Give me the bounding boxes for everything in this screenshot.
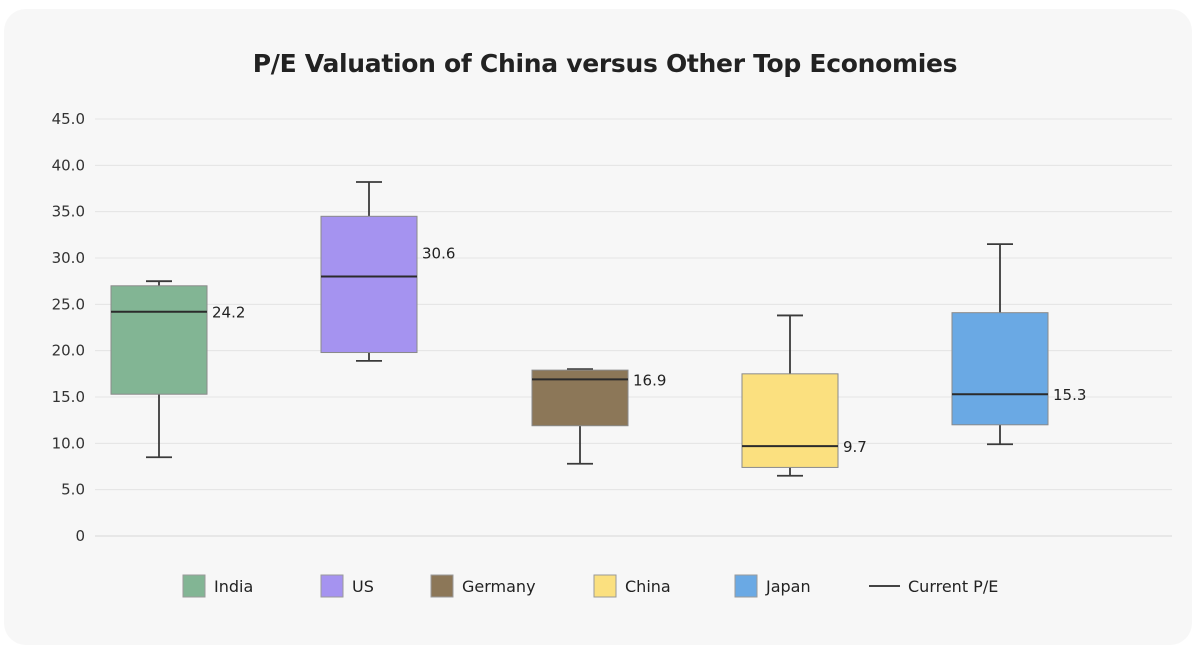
current-pe-label-germany: 16.9 [633,371,666,389]
current-pe-label-japan: 15.3 [1053,386,1086,404]
current-pe-label-india: 24.2 [212,304,245,322]
legend-label-india: India [214,577,253,596]
y-tick-label: 35.0 [52,203,85,221]
y-tick-label: 0 [75,527,85,545]
current-pe-label-us: 30.6 [422,244,455,262]
chart-title: P/E Valuation of China versus Other Top … [252,49,958,78]
legend-label-china: China [625,577,671,596]
legend-swatch-india [182,574,206,598]
legend-label-current-pe: Current P/E [908,577,998,596]
box-india [110,285,208,395]
y-tick-label: 15.0 [52,388,85,406]
y-tick-label: 45.0 [52,110,85,128]
y-tick-label: 40.0 [52,156,85,174]
y-tick-label: 5.0 [61,481,85,499]
legend-swatch-germany [430,574,454,598]
y-tick-label: 20.0 [52,342,85,360]
legend-label-us: US [352,577,374,596]
y-tick-label: 30.0 [52,249,85,267]
legend-swatch-china [593,574,617,598]
legend-swatch-us [320,574,344,598]
box-japan [951,312,1049,426]
y-tick-label: 10.0 [52,434,85,452]
box-us [320,215,418,354]
legend-swatch-japan [734,574,758,598]
legend-label-japan: Japan [765,577,811,596]
current-pe-label-china: 9.7 [843,438,867,456]
y-tick-label: 25.0 [52,295,85,313]
legend-label-germany: Germany [462,577,536,596]
box-china [741,373,839,468]
